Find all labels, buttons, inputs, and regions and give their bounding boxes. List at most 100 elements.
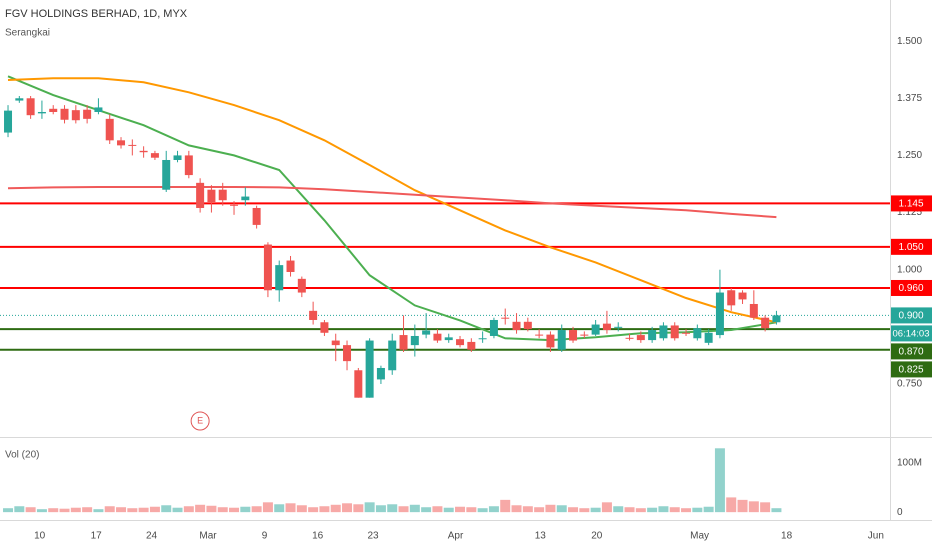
volume-bar [432, 506, 443, 513]
x-tick-label: Apr [448, 531, 464, 542]
volume-bar [375, 505, 386, 513]
candle-body [467, 341, 476, 350]
volume-bar [387, 504, 398, 513]
volume-bar [127, 508, 138, 513]
volume-bar [308, 507, 319, 513]
price-label-box [891, 361, 932, 378]
candle-body [4, 110, 13, 133]
candle-body [241, 196, 250, 201]
chart-title: FGV HOLDINGS BERHAD, 1D, MYX [5, 8, 188, 20]
volume-bar [195, 504, 206, 513]
x-tick-label: 18 [781, 531, 793, 542]
volume [3, 448, 782, 513]
volume-tick-label: 0 [897, 507, 903, 518]
volume-bar [624, 507, 635, 513]
price-label: 0.900 [898, 311, 923, 322]
volume-bar [771, 508, 782, 513]
y-tick-label: 0.750 [897, 379, 922, 390]
candle-body [399, 335, 408, 350]
volume-bar [82, 507, 93, 513]
volume-bar [737, 499, 748, 513]
price-label: 1.145 [898, 199, 923, 210]
volume-bar [262, 502, 273, 513]
candle-body [320, 322, 329, 333]
volume-bar [726, 497, 737, 513]
volume-bar [760, 502, 771, 513]
volume-bar [579, 508, 590, 513]
candle-body [196, 182, 205, 208]
volume-bar [240, 506, 251, 513]
price-label-box [891, 238, 932, 255]
earnings-label: E [197, 415, 203, 425]
candle-body [263, 244, 272, 291]
volume-bar [466, 507, 477, 513]
volume-bar [647, 507, 658, 513]
volume-bar [36, 509, 47, 513]
volume-bar [545, 504, 556, 513]
earnings-marker [190, 411, 210, 431]
volume-bar [138, 507, 149, 513]
candle-body [602, 323, 611, 331]
price-label: 0.825 [898, 365, 923, 376]
volume-bar [692, 507, 703, 513]
axes: 1.500 1.375 1.250 1.125 1.000 0.750 10 17 24 Mar 9… [34, 36, 922, 542]
volume-bar [658, 506, 669, 513]
volume-bar [70, 507, 81, 513]
candle-body [569, 330, 578, 341]
candle-body [83, 109, 92, 119]
volume-bar [330, 504, 341, 513]
moving-average [7, 77, 777, 324]
candle-body [456, 339, 465, 346]
x-tick-label: 13 [535, 531, 547, 542]
candle-body [727, 290, 736, 306]
candle-body [297, 278, 306, 293]
candle-body [738, 292, 747, 300]
moving-average [7, 186, 777, 219]
candle-body [354, 370, 363, 398]
volume-bar [104, 506, 115, 513]
x-tick-label: 10 [34, 531, 46, 542]
volume-bar [14, 506, 25, 513]
candle-body [343, 345, 352, 362]
volume-bar [511, 505, 522, 513]
candle-body [26, 98, 35, 116]
candle-body [49, 108, 58, 112]
countdown-label: 06:14:03 [893, 328, 930, 339]
candle-body [105, 118, 114, 141]
candle-body [94, 107, 103, 112]
volume-bar [206, 505, 217, 513]
candle-body [636, 335, 645, 341]
volume-bar [455, 506, 466, 513]
candle-body [444, 337, 453, 341]
volume-bar [590, 507, 601, 513]
volume-bar [613, 506, 624, 513]
volume-bar [364, 502, 375, 513]
candle-body [15, 98, 24, 101]
candle-body [761, 317, 770, 329]
candle-body [557, 330, 566, 350]
candle-body [309, 310, 318, 320]
volume-bar [116, 507, 127, 513]
candle-body [388, 340, 397, 371]
price-label-box [891, 195, 932, 212]
x-tick-label: 17 [91, 531, 103, 542]
candle-body [286, 260, 295, 272]
candle-body [591, 324, 600, 335]
x-tick-label: Jun [868, 531, 884, 542]
price-label: 0.960 [898, 283, 923, 294]
candle-body [150, 153, 159, 158]
candle-body [207, 189, 216, 203]
candle-body [331, 340, 340, 346]
y-tick-label: 1.500 [897, 36, 922, 47]
candle-body [117, 140, 126, 146]
candle-body [749, 303, 758, 318]
volume-bar [568, 507, 579, 513]
candle-body [230, 204, 239, 206]
x-tick-label: 20 [591, 531, 603, 542]
volume-bar [534, 507, 545, 513]
volume-bar [556, 505, 567, 513]
candle-body [37, 111, 46, 114]
